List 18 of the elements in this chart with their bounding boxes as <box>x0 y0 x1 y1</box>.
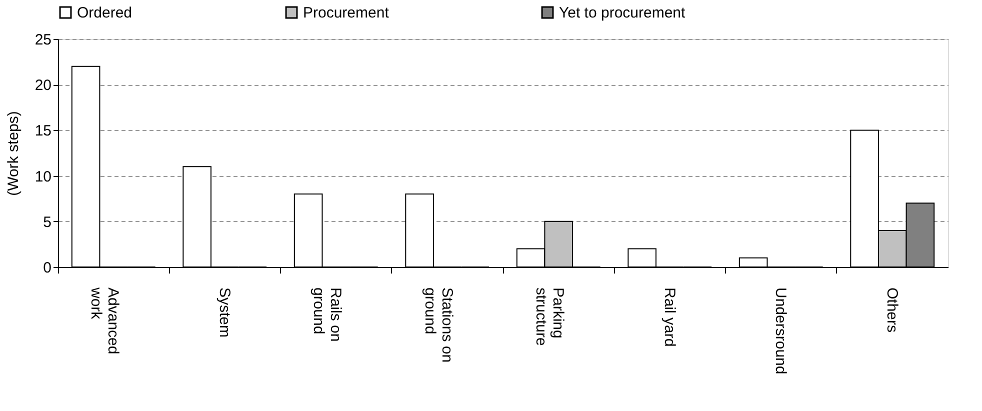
x-tick-label: Others <box>883 288 900 333</box>
y-tick-label: 25 <box>34 32 52 48</box>
y-tick-label: 5 <box>43 214 52 231</box>
y-tick-label: 0 <box>43 260 52 276</box>
legend-label: Yet to procurement <box>559 4 686 22</box>
y-tick-label: 20 <box>34 77 52 94</box>
legend-label: Ordered <box>77 4 132 22</box>
x-tick-label: Undersround <box>772 288 790 374</box>
y-axis-title: (Work steps) <box>4 111 22 196</box>
x-tick-label: Parking structure <box>532 288 567 346</box>
x-tick-label: Rail yard <box>660 288 678 347</box>
y-tick-label: 10 <box>34 168 52 186</box>
y-tick-label: 15 <box>34 122 52 140</box>
legend-label: Procurement <box>303 4 390 22</box>
x-tick-label: Stations on ground <box>421 288 456 363</box>
x-tick-label: Rails on ground <box>310 288 344 342</box>
x-tick-label: System <box>216 288 233 338</box>
x-tick-label: Advanced work <box>88 286 122 354</box>
